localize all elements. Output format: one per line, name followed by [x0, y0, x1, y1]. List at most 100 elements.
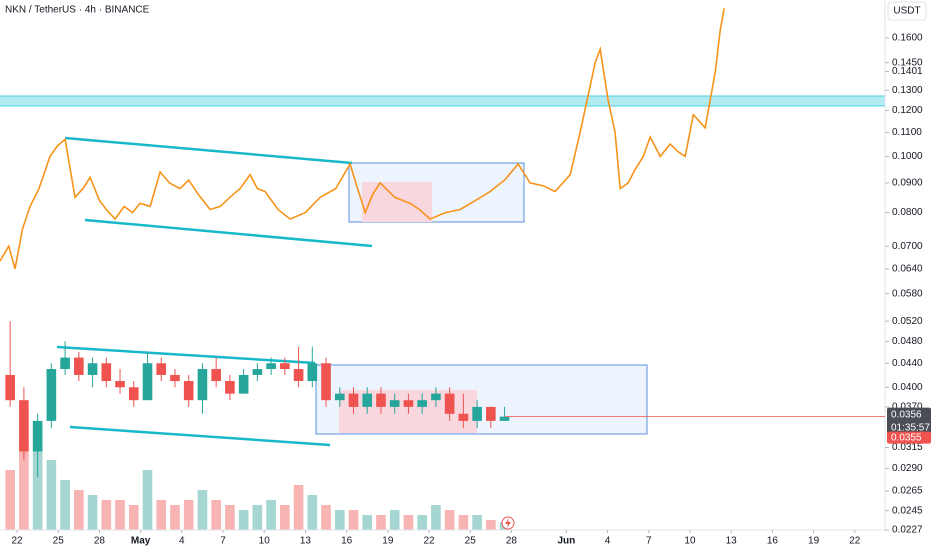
y-tick-label: 0.0315	[892, 442, 923, 453]
volume-bar	[252, 505, 263, 530]
x-tick-label: 7	[220, 536, 226, 547]
volume-bar	[280, 505, 290, 530]
volume-bar	[60, 480, 70, 530]
x-tick-label: 10	[684, 536, 696, 547]
volume-bar	[403, 515, 414, 530]
y-tick-label: 0.1100	[892, 127, 922, 138]
x-tick-label: 16	[341, 536, 353, 547]
candle-body	[142, 363, 153, 401]
candle-body	[499, 416, 510, 421]
x-tick-label: Jun	[557, 536, 575, 547]
y-tick-label: 0.0370	[892, 402, 923, 413]
volume-bar	[197, 490, 208, 530]
last-price-box	[887, 407, 931, 436]
candle-body	[293, 369, 304, 382]
y-tick-label: 0.0227	[892, 525, 923, 536]
x-tick-label: 19	[382, 536, 394, 547]
x-tick-label: 19	[808, 536, 820, 547]
candle-body	[115, 381, 125, 388]
volume-bar	[362, 515, 373, 530]
x-tick-label: 25	[53, 536, 65, 547]
accumulation-box	[362, 182, 432, 222]
volume-bar	[156, 500, 167, 530]
channel-line	[56, 345, 316, 365]
volume-bar	[142, 470, 153, 530]
candle-body	[486, 406, 496, 421]
currency: USDT	[893, 6, 920, 17]
candle-body	[252, 369, 263, 375]
countdown-label: 01:35:57	[891, 422, 930, 433]
resistance-zone	[0, 96, 885, 106]
volume-bar	[472, 515, 482, 530]
volume-bar	[307, 495, 318, 530]
volume-bar	[74, 490, 84, 530]
volume-bar	[5, 470, 15, 530]
volume-bar	[170, 505, 180, 530]
alert-icon-bolt	[505, 518, 511, 528]
candle-body	[458, 413, 469, 421]
volume-bar	[321, 505, 331, 530]
y-tick-label: 0.1300	[892, 85, 923, 96]
x-tick-label: 7	[646, 536, 652, 547]
candle-body	[321, 363, 331, 401]
channel-line	[69, 425, 331, 447]
y-tick-label: 0.1000	[892, 151, 923, 162]
currency-box[interactable]	[887, 1, 927, 21]
candle-body	[197, 369, 208, 401]
candle-body	[431, 393, 441, 401]
volume-bar	[458, 515, 469, 530]
chart-title: NKN / TetherUS · 4h · BINANCE	[5, 5, 150, 16]
bid-price-box	[887, 431, 931, 444]
candle-body	[307, 363, 318, 382]
candle-body	[74, 357, 84, 375]
x-tick-label: 22	[11, 536, 23, 547]
candle-body	[5, 374, 15, 401]
bid-price-label: 0.0355	[891, 432, 922, 443]
candle-body	[444, 393, 455, 414]
candle-body	[403, 400, 414, 407]
candle-body	[348, 393, 359, 407]
candle-body	[60, 357, 70, 370]
x-tick-label: 13	[300, 536, 312, 547]
x-tick-label: 10	[259, 536, 271, 547]
volume-bar	[431, 505, 441, 530]
x-tick-label: 4	[179, 536, 185, 547]
volume-bar	[46, 460, 57, 530]
volume-bar	[115, 500, 125, 530]
volume-bar	[87, 495, 98, 530]
candle-body	[101, 363, 112, 382]
channel-line	[84, 218, 373, 248]
candle-body	[334, 393, 345, 401]
candle-body	[238, 374, 249, 394]
candle-body	[472, 406, 482, 421]
volume-bar	[238, 510, 249, 530]
x-tick-label: 13	[726, 536, 738, 547]
candle-body	[376, 393, 386, 407]
x-tick-label: 16	[767, 536, 779, 547]
x-tick-label: 22	[423, 536, 435, 547]
candle-body	[87, 363, 98, 375]
x-tick-label: 22	[849, 536, 861, 547]
volume-bar	[348, 510, 359, 530]
volume-bar	[19, 440, 29, 530]
y-tick-label: 0.1600	[892, 33, 923, 44]
y-tick-label: 0.0580	[892, 288, 923, 299]
candle-body	[389, 400, 400, 407]
candle-body	[46, 369, 57, 421]
volume-bar	[389, 510, 400, 530]
overlay-line	[0, 8, 725, 270]
volume-bar	[101, 500, 112, 530]
y-tick-label: 0.0440	[892, 358, 923, 369]
y-tick-label: 0.0265	[892, 486, 923, 497]
candle-body	[280, 363, 290, 370]
volume-bar	[334, 510, 345, 530]
y-tick-label: 0.0480	[892, 336, 923, 347]
volume-bar	[211, 500, 221, 530]
y-tick-label: 0.1200	[892, 105, 923, 116]
volume-bar	[32, 450, 43, 530]
x-tick-label: 28	[506, 536, 518, 547]
x-tick-label: 25	[465, 536, 477, 547]
y-tick-label: 0.1401	[892, 66, 923, 77]
candle-body	[32, 420, 43, 452]
candle-body	[128, 387, 139, 401]
